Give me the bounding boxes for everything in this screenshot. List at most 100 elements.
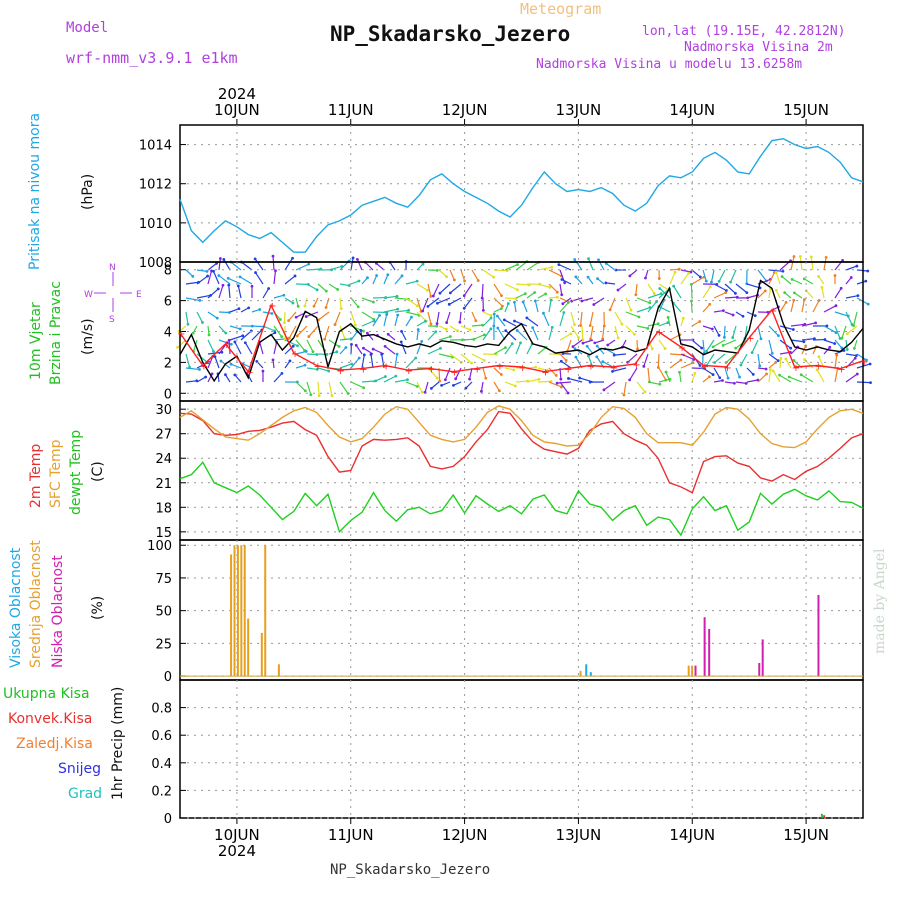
wind-arrow-head xyxy=(845,332,849,336)
wind-arrow-head xyxy=(241,334,245,338)
wind-arrow-head xyxy=(222,258,226,261)
wind-arrow-head xyxy=(555,381,559,385)
wind-arrow-head xyxy=(236,284,240,288)
wind-arrow xyxy=(471,334,485,341)
series-line-1-1 xyxy=(179,303,864,374)
wind-arrow xyxy=(724,367,729,379)
wind-arrow-head xyxy=(176,345,179,349)
wind-arrow xyxy=(644,269,649,279)
wind-arrow-head xyxy=(833,342,837,345)
wind-arrow-head xyxy=(210,372,214,376)
wind-arrow-head xyxy=(626,360,630,364)
wind-arrow xyxy=(394,354,398,369)
wind-arrow xyxy=(504,381,516,387)
wind-arrow xyxy=(537,367,548,371)
wind-arrow xyxy=(375,262,385,271)
wind-arrow-head xyxy=(359,328,363,332)
wind-arrow-head xyxy=(813,337,816,341)
wind-arrow xyxy=(629,269,638,277)
wind-arrow xyxy=(288,325,297,339)
wind-arrow-head xyxy=(421,262,425,266)
wind-arrow-head xyxy=(435,322,439,326)
y-tick-label: 8 xyxy=(164,264,172,279)
wind-arrow-head xyxy=(864,279,868,283)
wind-arrow-head xyxy=(853,356,857,360)
wind-arrow xyxy=(680,362,694,369)
wind-arrow xyxy=(635,283,638,295)
wind-arrow xyxy=(207,325,210,335)
wind-arrow-head xyxy=(601,360,605,364)
wind-arrow xyxy=(355,344,363,355)
wind-arrow xyxy=(790,323,805,327)
wind-arrow xyxy=(246,372,253,383)
wind-arrow xyxy=(658,339,666,349)
wind-arrow xyxy=(617,283,627,291)
wind-arrow-head xyxy=(834,331,838,334)
compass-s: S xyxy=(109,315,115,325)
wind-arrow xyxy=(504,297,517,300)
wind-arrow-head xyxy=(454,377,458,381)
wind-arrow xyxy=(548,367,557,376)
wind-arrow xyxy=(177,339,187,348)
wind-arrow xyxy=(389,261,396,271)
wind-arrow-head xyxy=(217,274,221,277)
wind-arrow-head xyxy=(207,333,211,337)
wind-arrow-head xyxy=(336,288,340,291)
wind-arrow xyxy=(623,381,627,396)
wind-arrow xyxy=(288,311,297,322)
bar xyxy=(820,813,823,818)
wind-arrow xyxy=(746,367,754,375)
wind-arrow xyxy=(504,343,513,355)
wind-arrow xyxy=(384,345,396,355)
gust-marker: + xyxy=(564,365,572,376)
wind-arrow xyxy=(496,315,506,327)
wind-arrow-head xyxy=(802,340,806,344)
wind-arrow-head xyxy=(855,264,859,268)
wind-arrow xyxy=(439,283,451,294)
wind-arrow-head xyxy=(226,276,230,280)
wind-arrow-head xyxy=(449,335,452,338)
wind-arrow-head xyxy=(500,307,503,310)
wind-arrow xyxy=(427,367,438,379)
bar xyxy=(240,545,243,677)
wind-arrow xyxy=(746,294,758,299)
gust-marker: + xyxy=(723,363,731,374)
wind-arrow xyxy=(515,380,528,383)
wind-arrow-head xyxy=(710,327,714,331)
wind-arrow-head xyxy=(869,381,872,385)
wind-arrow xyxy=(394,297,409,300)
y-tick-label: 0.2 xyxy=(151,784,172,799)
wind-arrow xyxy=(363,347,374,355)
wind-arrow xyxy=(207,262,217,271)
wind-arrow xyxy=(801,322,816,327)
wind-arrow-head xyxy=(652,292,656,296)
wind-arrow-head xyxy=(559,359,563,363)
wind-arrow xyxy=(746,379,758,383)
wind-arrow xyxy=(558,264,572,271)
bar xyxy=(708,628,711,677)
wind-arrow xyxy=(394,315,399,327)
wind-arrow xyxy=(493,297,503,307)
wind-arrow-head xyxy=(407,308,411,312)
wind-arrow xyxy=(834,287,842,299)
wind-arrow xyxy=(324,325,330,340)
wind-arrow-head xyxy=(205,269,209,273)
wind-arrow xyxy=(542,312,550,327)
wind-arrow-head xyxy=(637,315,641,319)
wind-arrow xyxy=(481,283,484,299)
wind-arrow xyxy=(350,331,358,341)
wind-arrow-head xyxy=(394,374,398,378)
compass-icon: N E S W xyxy=(84,263,142,325)
wind-arrow-head xyxy=(464,386,468,390)
wind-arrow xyxy=(482,367,487,379)
wind-arrow-head xyxy=(221,283,225,287)
wind-arrow-head xyxy=(550,265,554,269)
wind-arrow xyxy=(218,258,221,271)
wind-arrow-head xyxy=(866,302,870,306)
bar xyxy=(585,664,588,677)
wind-arrow xyxy=(400,341,407,355)
wind-arrow-head xyxy=(798,255,802,258)
wind-arrow-head xyxy=(470,361,473,365)
wind-arrow-head xyxy=(597,258,600,262)
wind-arrow xyxy=(272,256,275,271)
